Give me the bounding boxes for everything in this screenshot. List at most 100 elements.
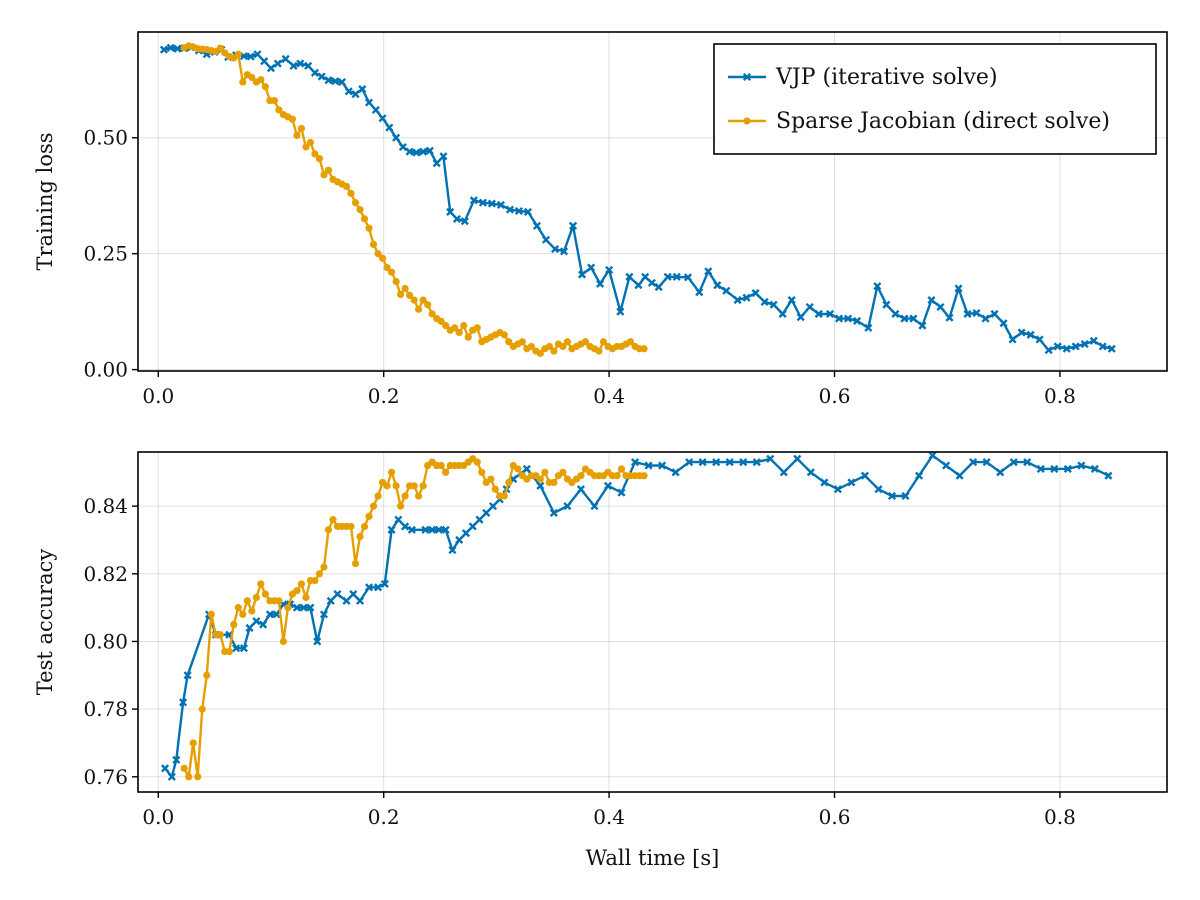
data-point (901, 491, 910, 501)
legend-label: VJP (iterative solve) (775, 65, 998, 90)
data-point (455, 535, 464, 545)
data-point (550, 244, 560, 254)
data-point (478, 198, 487, 207)
data-point (180, 764, 188, 772)
data-point (630, 458, 640, 467)
data-point (1107, 344, 1116, 353)
data-point (275, 106, 283, 114)
data-point (342, 182, 351, 191)
data-point (243, 597, 251, 605)
data-point (252, 593, 260, 602)
data-point (446, 207, 455, 216)
data-point (401, 492, 409, 500)
data-point (760, 297, 769, 306)
data-point (455, 328, 463, 337)
data-point (281, 54, 290, 63)
data-point (185, 773, 193, 781)
y-tick-label: 0.25 (83, 242, 128, 266)
data-point (1009, 458, 1018, 467)
data-point (617, 488, 626, 497)
data-point (451, 324, 459, 332)
data-point (293, 587, 301, 595)
data-point (234, 604, 242, 612)
data-point (972, 308, 981, 318)
data-point (385, 123, 394, 132)
data-point (356, 532, 364, 541)
data-point (577, 472, 585, 480)
data-point (576, 485, 585, 494)
data-point (475, 515, 484, 524)
data-point (500, 492, 508, 500)
legend-entry: Sparse Jacobian (direct solve) (728, 109, 1110, 134)
data-point (1071, 342, 1080, 351)
data-point (900, 314, 909, 323)
data-point (814, 309, 823, 319)
series-vjp (159, 43, 1116, 355)
data-point (820, 478, 829, 487)
data-point (401, 284, 409, 293)
x-tick-label: 0.2 (368, 384, 400, 408)
data-point (248, 73, 256, 82)
data-point (685, 458, 694, 467)
data-point (464, 333, 472, 341)
data-point (550, 478, 558, 487)
data-point (306, 138, 315, 146)
data-point (410, 482, 418, 490)
data-point (317, 72, 326, 81)
data-point (787, 295, 796, 305)
data-point (488, 502, 498, 511)
data-point (532, 221, 542, 230)
data-point (331, 77, 340, 86)
data-point (514, 465, 522, 473)
data-point (378, 254, 387, 262)
data-point (383, 482, 391, 490)
data-point (634, 281, 643, 290)
data-point (860, 471, 869, 480)
data-point (487, 199, 496, 208)
data-point (198, 705, 206, 713)
data-point (536, 475, 544, 483)
data-point (315, 155, 324, 163)
x-tick-label: 0.6 (819, 384, 851, 408)
data-point (232, 644, 241, 653)
data-point (590, 502, 599, 511)
y-tick-label: 0.80 (83, 629, 128, 653)
data-point (918, 321, 927, 330)
data-point (695, 288, 704, 297)
x-tick-label: 0.0 (142, 384, 174, 408)
data-point (313, 637, 322, 646)
data-point (954, 284, 963, 293)
legend-label: Sparse Jacobian (direct solve) (776, 109, 1110, 134)
data-point (397, 502, 405, 510)
data-point (374, 583, 383, 592)
y-axis-label: Test accuracy (33, 549, 57, 696)
data-point (559, 468, 567, 476)
data-point (448, 546, 457, 555)
data-point (541, 235, 551, 244)
data-point (378, 114, 387, 123)
data-point (936, 302, 945, 312)
data-point (927, 295, 936, 305)
data-point (347, 189, 355, 197)
data-point (793, 454, 802, 463)
data-point (640, 345, 648, 353)
data-point (969, 458, 978, 467)
data-point (284, 604, 292, 612)
data-point (259, 620, 268, 629)
y-tick-label: 0.00 (83, 358, 128, 382)
data-point (311, 576, 319, 585)
data-point (428, 525, 437, 534)
data-point (159, 45, 168, 54)
data-point (351, 90, 360, 99)
data-point (882, 300, 891, 309)
data-point (1089, 336, 1098, 345)
data-point (392, 482, 400, 490)
data-point (1063, 464, 1072, 473)
data-point (805, 302, 814, 312)
data-point (853, 316, 862, 325)
data-point (387, 468, 396, 476)
data-point (942, 461, 951, 470)
data-point (434, 525, 443, 534)
data-point (261, 83, 269, 91)
